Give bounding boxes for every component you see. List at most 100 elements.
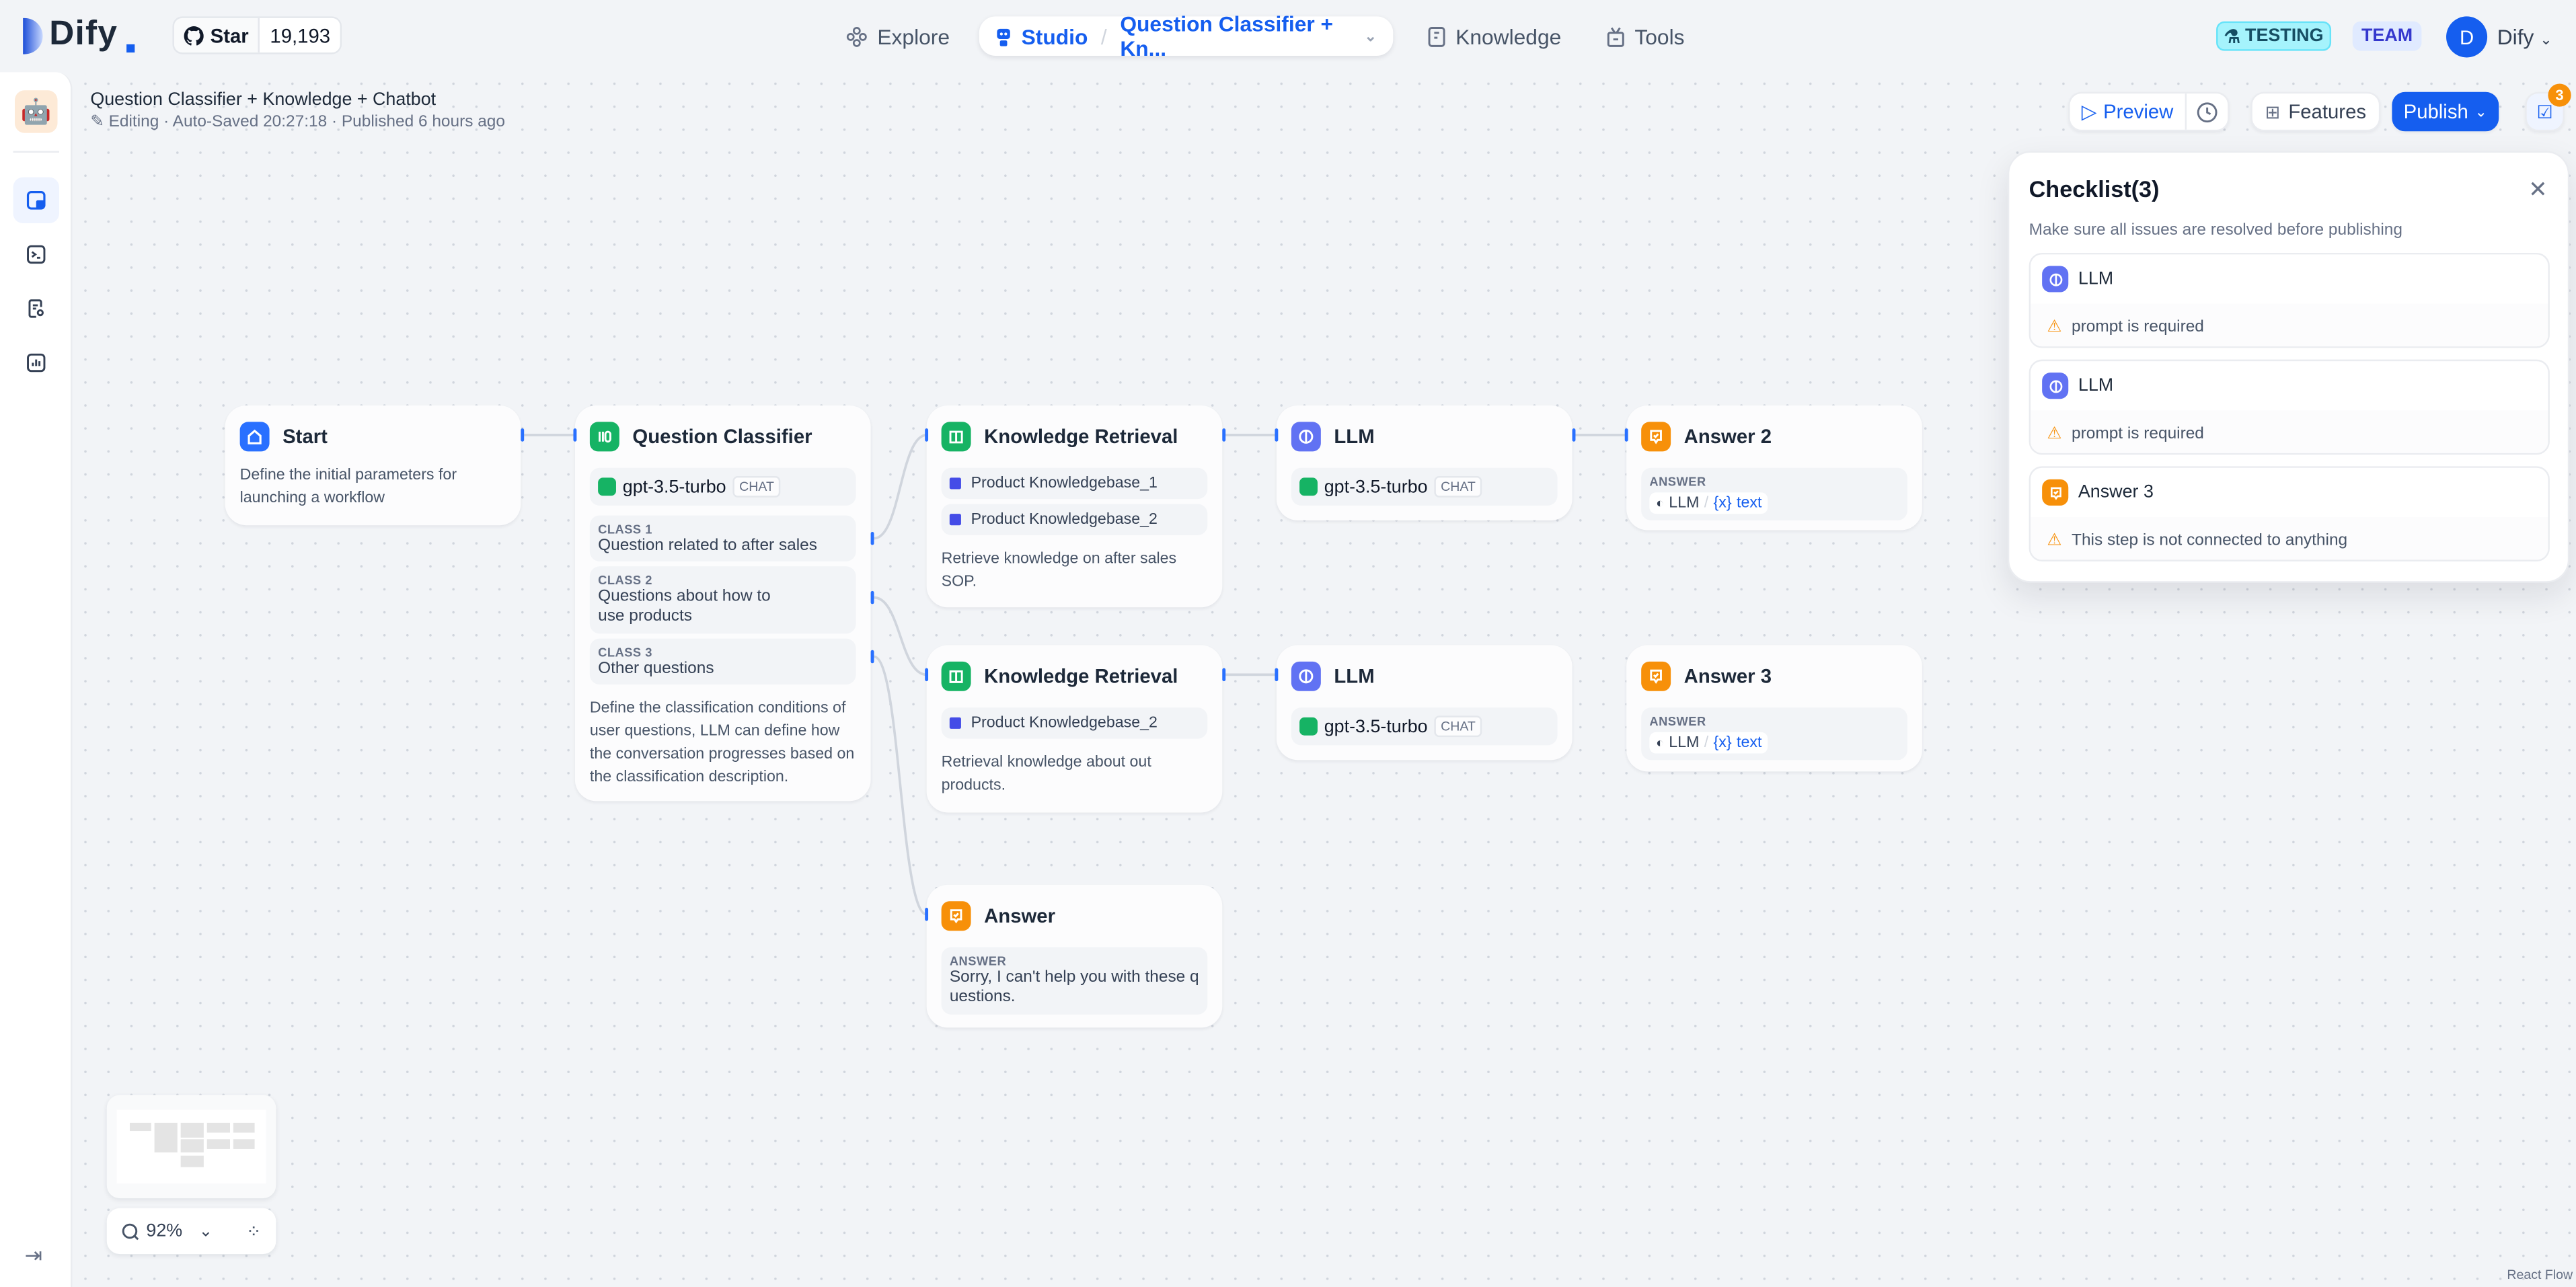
zoom-control[interactable]: 92% ⌄ ⁘: [106, 1208, 276, 1255]
checklist-button[interactable]: ☑: [2525, 91, 2565, 132]
model-selector[interactable]: gpt-3.5-turbo CHAT: [1291, 467, 1558, 506]
variable-node: LLM: [1669, 734, 1700, 752]
app-title: Question Classifier + Knowledge + Chatbo…: [90, 90, 437, 110]
pencil-icon: ✎: [90, 113, 104, 132]
brain-icon: [2042, 373, 2069, 399]
dataset-name: Product Knowledgebase_2: [971, 713, 1158, 732]
input-handle[interactable]: [1275, 668, 1279, 682]
model-selector[interactable]: gpt-3.5-turbo CHAT: [1291, 707, 1558, 746]
class-item: CLASS 2 Questions about how to use produc…: [589, 566, 856, 634]
warning-icon: ⚠: [2047, 424, 2062, 442]
nav-studio-label: Studio: [1021, 24, 1088, 49]
sidebar-item-orchestrate[interactable]: [13, 177, 59, 224]
answer-label: ANSWER: [1649, 713, 1706, 729]
openai-icon: [1299, 477, 1318, 496]
output-handle[interactable]: [1572, 428, 1576, 442]
class3-handle[interactable]: [870, 650, 874, 664]
variable-icon: {x}: [1713, 494, 1732, 512]
nav-knowledge-label: Knowledge: [1455, 24, 1562, 49]
current-app-selector[interactable]: Question Classifier + Kn...: [1120, 11, 1334, 61]
class-label: CLASS 2: [598, 573, 652, 588]
class2-handle[interactable]: [870, 590, 874, 604]
checklist-item[interactable]: LLM ⚠ prompt is required: [2029, 359, 2550, 455]
chevron-down-icon[interactable]: ⌄: [1364, 27, 1377, 44]
brand-name[interactable]: Dify: [49, 14, 118, 53]
run-history-button[interactable]: [2187, 101, 2228, 122]
node-knowledge-retrieval-1[interactable]: Knowledge Retrieval Product Knowledgebas…: [925, 405, 1226, 608]
nav-tools[interactable]: Tools: [1607, 16, 1685, 56]
node-description: Define the classification conditions of …: [589, 699, 855, 787]
checklist-issue: prompt is required: [2072, 317, 2204, 336]
sidebar-item-api-access[interactable]: [13, 231, 59, 277]
env-badge-label: TESTING: [2245, 26, 2324, 46]
avatar[interactable]: D: [2446, 16, 2488, 58]
node-answer-3[interactable]: Answer 3 ANSWER ◐ LLM / {x} text: [1626, 645, 1922, 772]
organize-nodes-icon[interactable]: ⁘: [245, 1222, 262, 1242]
node-answer-2[interactable]: Answer 2 ANSWER ◐ LLM / {x} text: [1624, 405, 1922, 531]
chevron-down-icon[interactable]: ⌄: [198, 1222, 213, 1241]
folder-icon: [949, 717, 961, 729]
input-handle[interactable]: [925, 908, 929, 921]
nav-explore[interactable]: Explore: [846, 16, 950, 56]
node-question-classifier[interactable]: Question Classifier gpt-3.5-turbo CHAT CL…: [573, 405, 874, 802]
book-icon: [1428, 26, 1445, 46]
node-start[interactable]: Start Define the initial parameters for …: [225, 405, 521, 526]
input-handle[interactable]: [1624, 428, 1628, 442]
workspace-menu[interactable]: Dify ⌄: [2497, 25, 2552, 50]
output-handle[interactable]: [1222, 668, 1226, 682]
class1-handle[interactable]: [870, 531, 874, 545]
nav-knowledge[interactable]: Knowledge: [1428, 16, 1562, 56]
input-handle[interactable]: [573, 428, 577, 442]
app-icon[interactable]: 🤖: [14, 90, 58, 133]
edge-class1-kr1[interactable]: [874, 434, 927, 540]
app-status-text: Editing · Auto-Saved 20:27:18 · Publishe…: [108, 113, 505, 132]
node-llm-1[interactable]: LLM gpt-3.5-turbo CHAT: [1275, 405, 1576, 520]
home-icon: [239, 422, 270, 452]
features-button[interactable]: ⊞ Features: [2250, 91, 2381, 132]
flask-icon: ⚗: [2224, 27, 2240, 47]
node-title: Knowledge Retrieval: [984, 664, 1178, 688]
terminal-icon: [27, 245, 46, 264]
close-icon[interactable]: ✕: [2528, 176, 2548, 202]
checklist-item[interactable]: LLM ⚠ prompt is required: [2029, 252, 2550, 348]
answer-icon: [1641, 422, 1671, 452]
output-handle[interactable]: [1222, 428, 1226, 442]
class-item: CLASS 3 Other questions: [589, 638, 856, 685]
input-handle[interactable]: [1275, 428, 1279, 442]
model-mode-chip: CHAT: [1434, 475, 1482, 498]
book-open-icon: [941, 422, 971, 452]
logo-dot: [126, 44, 135, 53]
checklist-item[interactable]: Answer 3 ⚠ This step is not connected to …: [2029, 466, 2550, 561]
variable-node: LLM: [1669, 494, 1700, 512]
model-selector[interactable]: gpt-3.5-turbo CHAT: [589, 467, 856, 506]
checklist-icon: ☑: [2536, 102, 2553, 122]
publish-button[interactable]: Publish ⌄: [2392, 91, 2499, 132]
class-label: CLASS 3: [598, 645, 652, 660]
github-star-button[interactable]: Star 19,193: [172, 16, 342, 54]
dataset-item: Product Knowledgebase_2: [941, 504, 1208, 535]
react-flow-attribution[interactable]: React Flow: [2507, 1267, 2573, 1282]
preview-button[interactable]: ▷ Preview: [2070, 93, 2187, 130]
warning-icon: ⚠: [2047, 317, 2062, 336]
output-handle[interactable]: [521, 428, 525, 442]
zoom-level: 92%: [146, 1221, 183, 1241]
node-knowledge-retrieval-2[interactable]: Knowledge Retrieval Product Knowledgebas…: [925, 645, 1226, 813]
folder-icon: [949, 477, 961, 490]
brain-icon: ◐: [1656, 735, 1664, 750]
input-handle[interactable]: [925, 668, 929, 682]
minimap[interactable]: [106, 1095, 276, 1199]
breadcrumb-separator: /: [1100, 24, 1107, 49]
node-llm-2[interactable]: LLM gpt-3.5-turbo CHAT: [1275, 645, 1573, 760]
sidebar-item-monitoring[interactable]: [13, 340, 59, 385]
brain-icon: [1291, 661, 1321, 691]
expand-sidebar-icon[interactable]: ⇥: [24, 1243, 43, 1268]
workspace-name: Dify: [2497, 24, 2534, 50]
nav-studio[interactable]: Studio / Question Classifier + Kn... ⌄: [979, 11, 1394, 61]
sidebar-item-logs[interactable]: [13, 286, 59, 332]
nav-tools-label: Tools: [1634, 24, 1685, 49]
play-icon: ▷: [2081, 100, 2097, 124]
edge-class3-answer[interactable]: [873, 655, 927, 916]
edge-class2-kr2[interactable]: [874, 596, 927, 676]
node-answer[interactable]: Answer ANSWER Sorry, I can't help you wit…: [925, 884, 1223, 1028]
input-handle[interactable]: [925, 428, 929, 442]
